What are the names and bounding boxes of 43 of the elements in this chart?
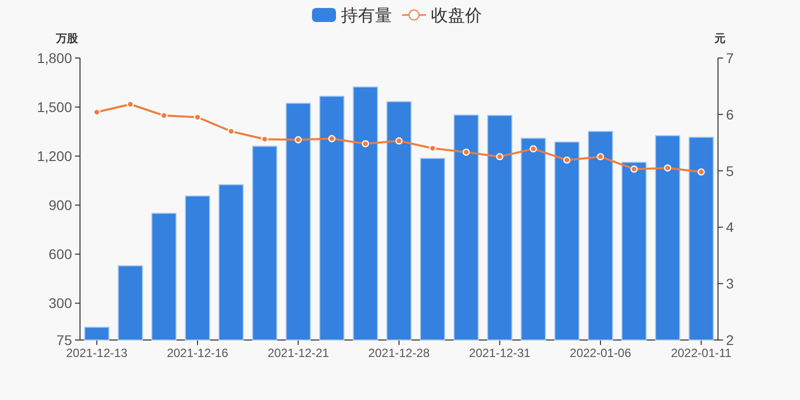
point — [93, 108, 100, 116]
point — [698, 168, 705, 176]
point — [664, 164, 672, 172]
y-axis-title: 万股 — [55, 33, 79, 45]
point — [160, 112, 168, 120]
x-tick-label: 2021-12-31 — [469, 346, 531, 360]
x-tick-label: 2021-12-21 — [268, 346, 330, 360]
point — [563, 156, 570, 164]
point — [462, 148, 470, 156]
x-tick-label: 2021-12-28 — [368, 346, 430, 360]
y-tick-label: 75 — [56, 332, 72, 348]
point — [362, 140, 370, 148]
y2-tick-label: 6 — [726, 106, 734, 122]
y2-tick-label: 3 — [726, 276, 734, 292]
y2-tick-label: 7 — [726, 50, 734, 66]
x-tick-label: 2022-01-06 — [570, 346, 632, 360]
y-tick-label: 1,800 — [36, 50, 72, 66]
legend-label: 持有量 — [341, 6, 392, 25]
point — [630, 166, 638, 173]
point — [294, 136, 302, 144]
y2-tick-label: 5 — [726, 162, 734, 179]
y-tick-label: 1,500 — [36, 99, 72, 116]
point — [395, 137, 403, 145]
point — [261, 136, 268, 143]
point — [428, 144, 436, 152]
x-tick-label: 2021-12-16 — [166, 346, 229, 360]
point — [126, 100, 134, 108]
point — [596, 153, 604, 160]
y-tick-label: 600 — [48, 246, 72, 262]
y-tick-label: 300 — [48, 295, 72, 312]
point — [194, 114, 202, 121]
x-tick-label: 2021-12-13 — [66, 346, 128, 360]
y2-tick-label: 2 — [726, 332, 734, 348]
point — [228, 128, 235, 135]
y2-axis-title: 元 — [714, 33, 726, 45]
point — [328, 135, 336, 142]
y-tick-label: 900 — [48, 197, 72, 214]
y2-tick-label: 4 — [726, 219, 734, 236]
x-tick-label: 2022-01-11 — [670, 346, 732, 360]
point — [496, 153, 504, 160]
legend-label: 收盘价 — [431, 6, 482, 25]
y-tick-label: 1,200 — [36, 148, 72, 164]
point — [530, 145, 537, 152]
